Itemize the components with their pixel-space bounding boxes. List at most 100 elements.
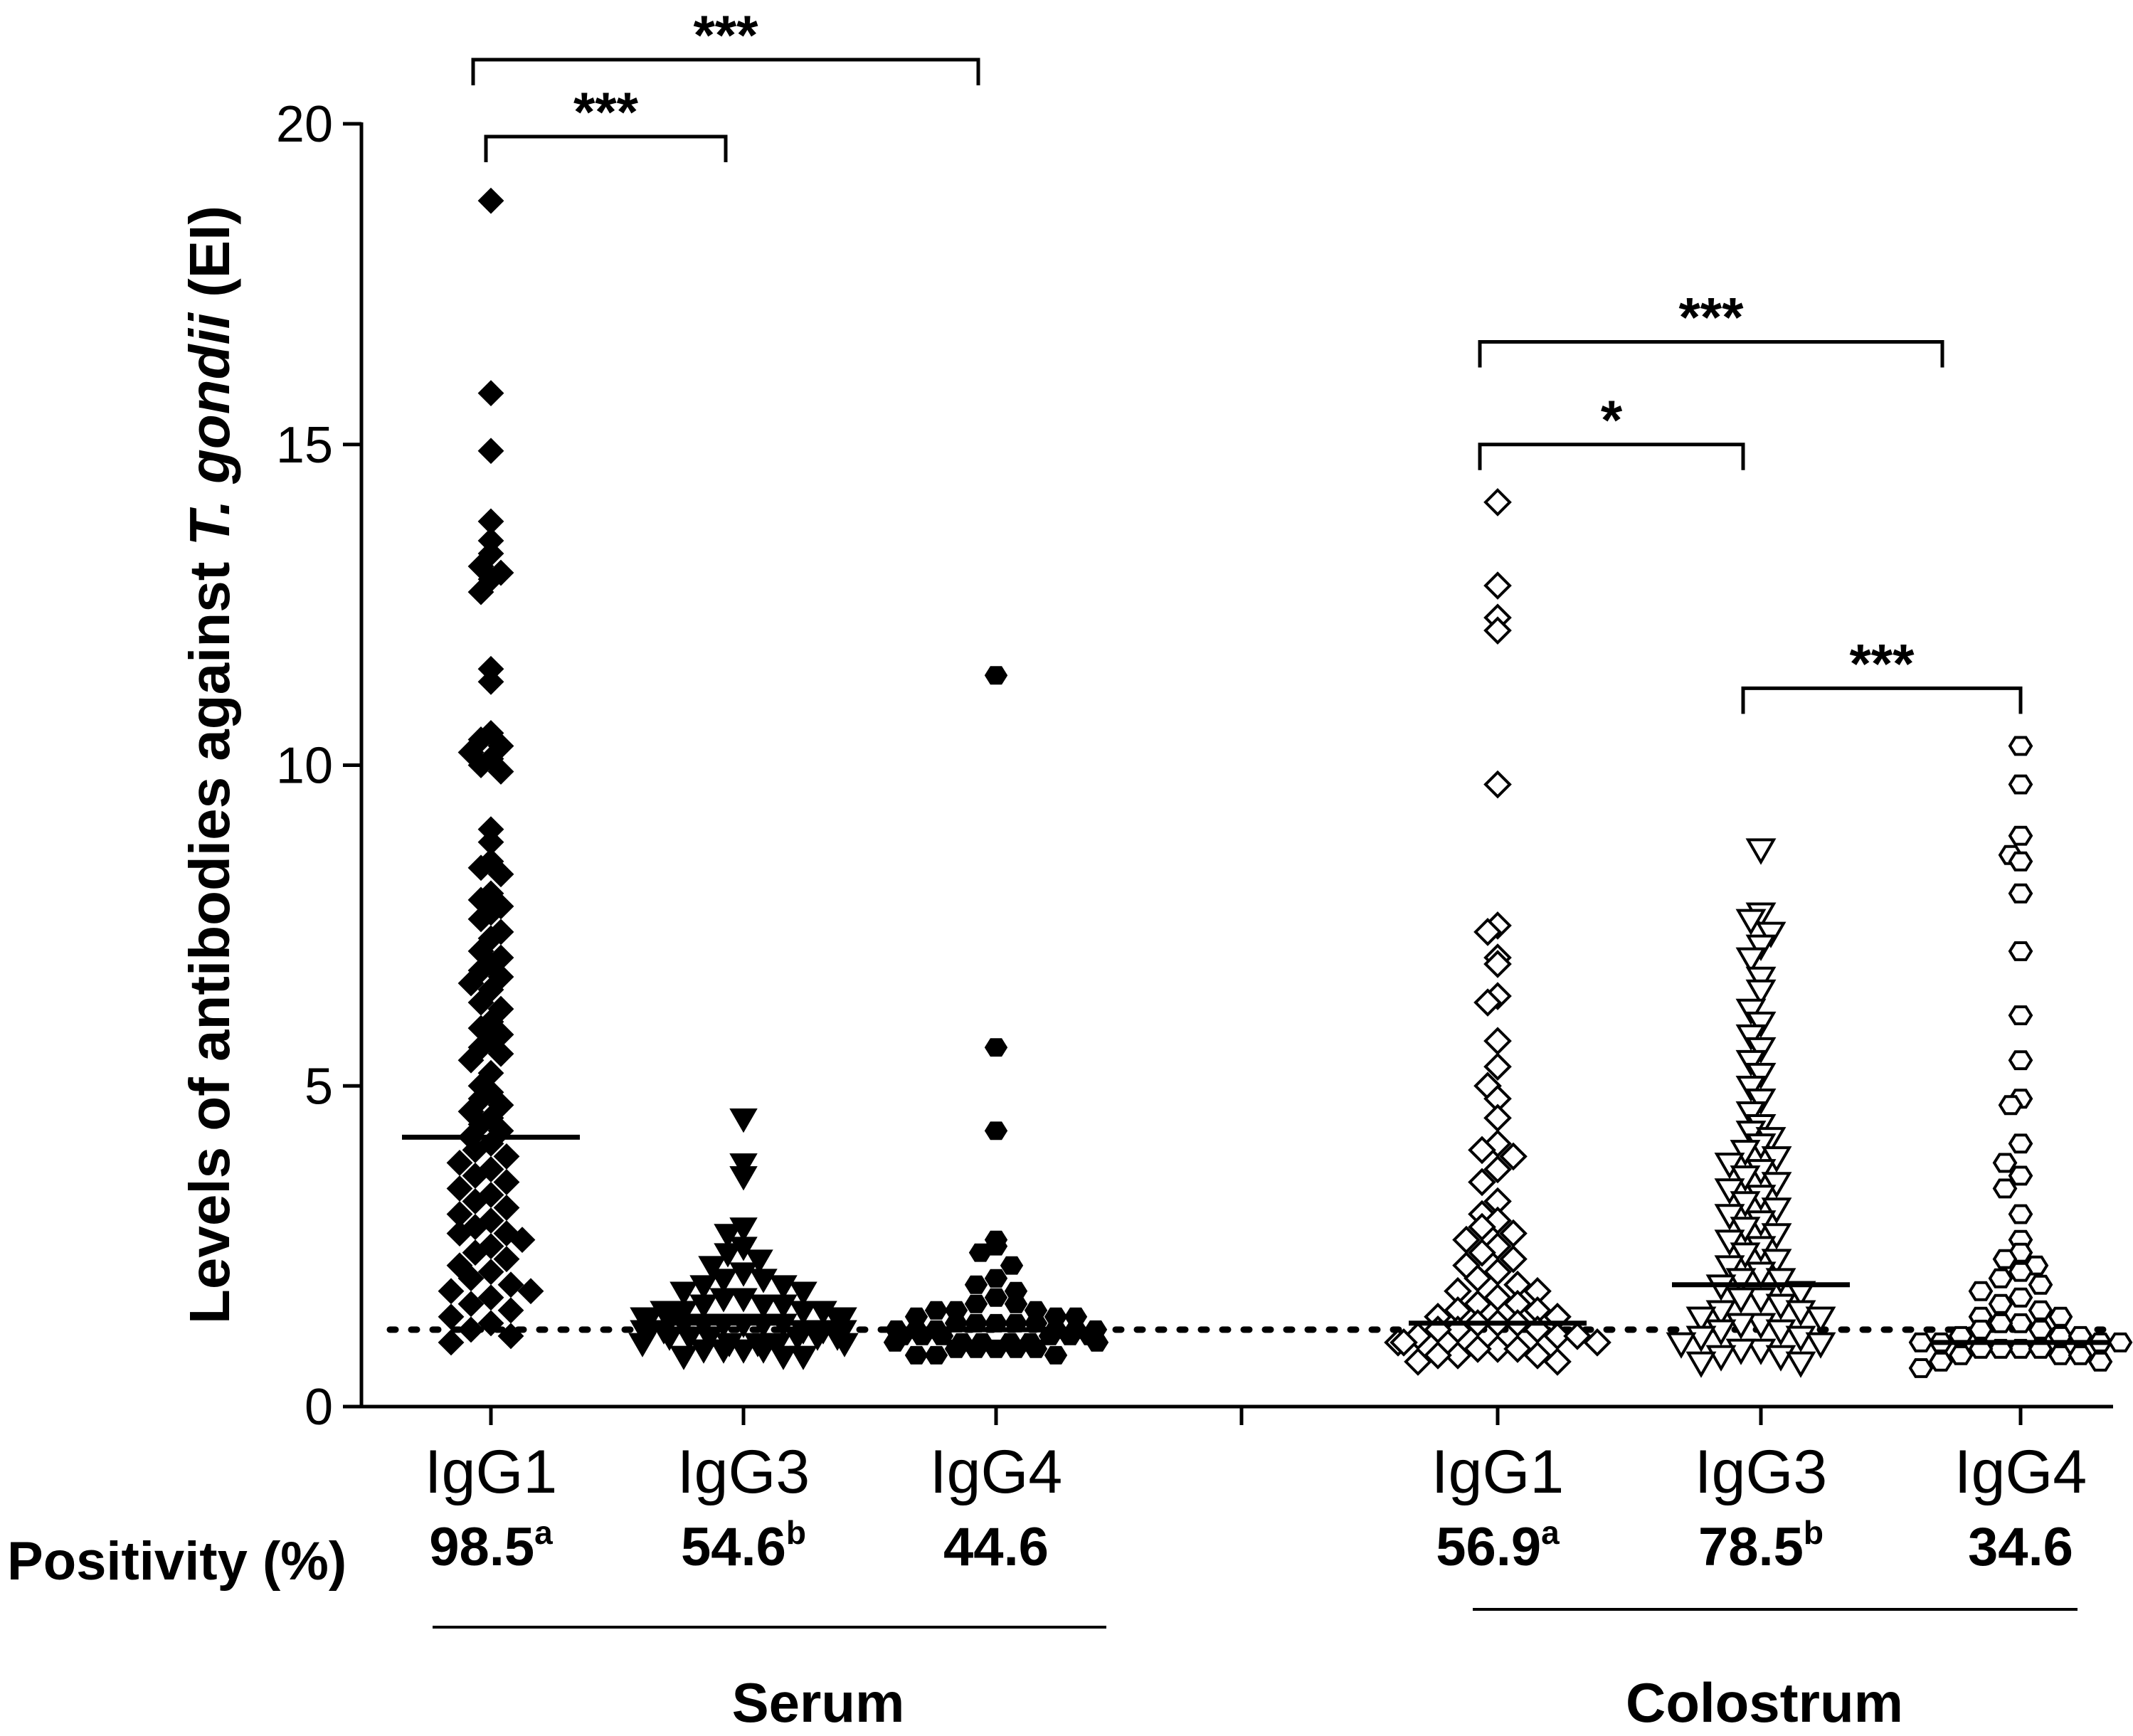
- data-point: [477, 668, 504, 695]
- data-point: [1483, 488, 1512, 517]
- data-point: [1908, 1332, 1934, 1353]
- data-point: [729, 1288, 758, 1313]
- data-point: [457, 1047, 485, 1074]
- data-point: [924, 1345, 948, 1365]
- data-point: [1583, 1328, 1611, 1357]
- significance-label: ***: [1678, 286, 1744, 349]
- data-point: [689, 1275, 718, 1300]
- data-point: [1992, 1153, 2018, 1173]
- data-point: [1714, 1178, 1745, 1205]
- data-point: [1503, 1335, 1532, 1363]
- positivity-value: 78.5b: [1698, 1514, 1824, 1577]
- data-point: [1499, 1142, 1528, 1171]
- data-point: [789, 1345, 817, 1370]
- data-point: [729, 1339, 758, 1364]
- data-point: [497, 1297, 524, 1324]
- data-point: [2008, 1287, 2033, 1308]
- data-point: [2048, 1306, 2073, 1327]
- data-point: [635, 1307, 664, 1332]
- data-point: [487, 1040, 514, 1067]
- data-point: [830, 1333, 859, 1357]
- data-point: [1998, 1095, 2023, 1116]
- data-point: [509, 1227, 536, 1254]
- series-colostrum-igg1: [1384, 488, 1611, 1376]
- data-point: [1464, 1335, 1492, 1363]
- data-point: [1468, 1136, 1496, 1165]
- y-tick-label: 5: [305, 1058, 333, 1115]
- data-point: [1085, 1333, 1109, 1352]
- data-point: [438, 1278, 465, 1305]
- data-point: [446, 1220, 473, 1247]
- data-point: [984, 1121, 1008, 1140]
- data-point: [669, 1281, 698, 1306]
- data-point: [2008, 1313, 2033, 1333]
- data-point: [493, 1169, 520, 1195]
- data-point: [1714, 1229, 1745, 1256]
- data-point: [2008, 1005, 2033, 1025]
- category-label: IgG3: [677, 1438, 810, 1506]
- data-point: [1761, 1223, 1792, 1250]
- significance-label: ***: [693, 4, 758, 66]
- data-point: [1000, 1256, 1024, 1275]
- data-point: [769, 1275, 798, 1300]
- data-point: [457, 1265, 485, 1292]
- significance-brackets: *************: [471, 4, 2023, 714]
- category-label: IgG3: [1695, 1438, 1827, 1506]
- category-label: IgG4: [1954, 1438, 2087, 1506]
- data-point: [497, 1323, 524, 1350]
- data-point: [729, 1108, 758, 1133]
- category-label: IgG4: [930, 1438, 1062, 1506]
- data-point: [477, 1259, 504, 1286]
- data-point: [689, 1339, 718, 1364]
- significance-bracket: [1478, 443, 1745, 470]
- data-point: [467, 854, 494, 882]
- data-point: [1543, 1348, 1572, 1376]
- y-axis-label: Levels of antibodies against T. gondii (…: [178, 206, 241, 1324]
- data-point: [984, 1339, 1008, 1358]
- data-point: [462, 1136, 489, 1163]
- data-point: [968, 1243, 993, 1262]
- positivity-value: 54.6b: [681, 1514, 806, 1577]
- data-point: [964, 1339, 988, 1358]
- data-point: [1024, 1339, 1048, 1358]
- data-point: [446, 1175, 473, 1202]
- data-point: [729, 1153, 758, 1178]
- data-point: [1805, 1332, 1836, 1359]
- data-point: [709, 1269, 738, 1293]
- significance-label: ***: [1849, 632, 1915, 694]
- data-point: [1563, 1322, 1592, 1350]
- data-point: [984, 1288, 1008, 1307]
- data-point: [1714, 1153, 1745, 1180]
- data-point: [1968, 1319, 1994, 1340]
- data-point: [1761, 1249, 1792, 1276]
- data-point: [477, 380, 504, 407]
- data-point: [2008, 825, 2033, 846]
- data-point: [1483, 616, 1512, 645]
- significance-bracket: [471, 58, 980, 85]
- data-point: [749, 1269, 778, 1293]
- data-point: [467, 989, 494, 1016]
- data-point: [695, 1326, 724, 1351]
- data-point: [457, 1291, 485, 1318]
- series-serum-igg1: [438, 187, 544, 1356]
- data-point: [783, 1326, 812, 1351]
- data-points: [438, 187, 2133, 1378]
- data-point: [749, 1294, 778, 1319]
- data-point: [2028, 1300, 2053, 1320]
- data-point: [1735, 1101, 1767, 1128]
- data-point: [1473, 918, 1502, 946]
- data-point: [2008, 736, 2033, 756]
- data-point: [1685, 1306, 1717, 1333]
- data-point: [1745, 1088, 1777, 1116]
- data-point: [789, 1301, 817, 1325]
- data-point: [1908, 1358, 1934, 1378]
- data-point: [1468, 1238, 1496, 1267]
- data-point: [467, 578, 494, 605]
- data-point: [2008, 1204, 2033, 1224]
- category-label: IgG1: [425, 1438, 557, 1506]
- data-point: [462, 1188, 489, 1214]
- data-point: [944, 1339, 968, 1358]
- data-point: [1735, 1075, 1767, 1103]
- data-point: [1765, 1268, 1796, 1295]
- data-point: [487, 861, 514, 888]
